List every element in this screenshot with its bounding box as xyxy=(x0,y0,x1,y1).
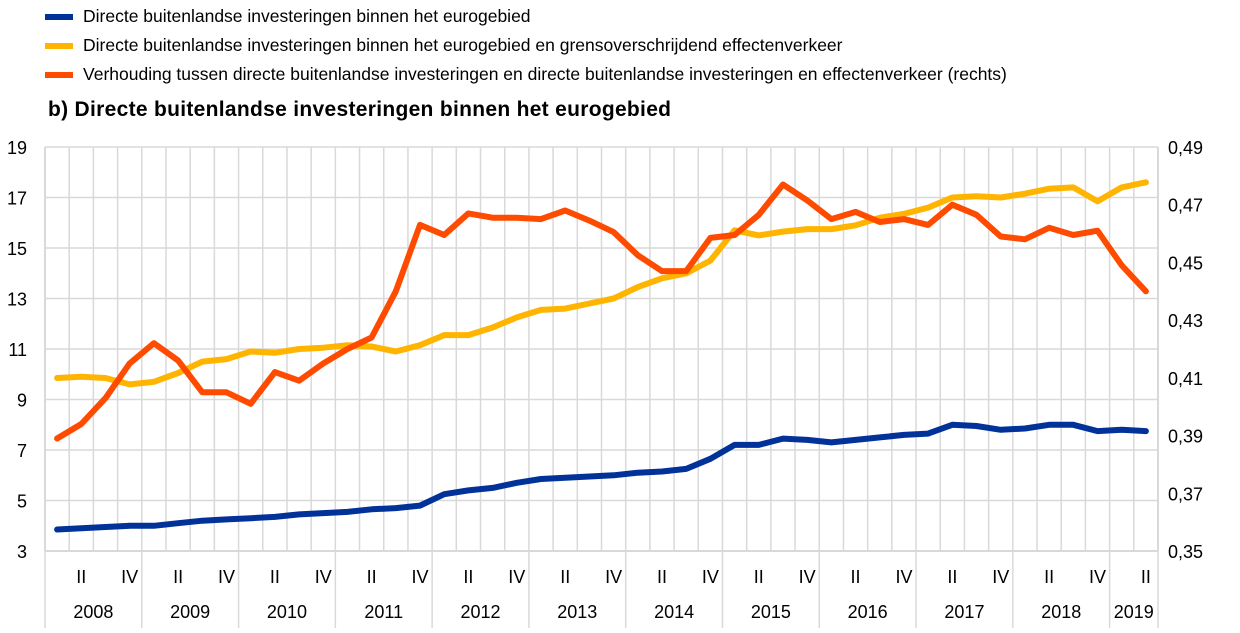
x-year-label: 2018 xyxy=(1041,602,1081,622)
x-quarter-tick-label: II xyxy=(560,567,570,587)
legend-swatch-orange xyxy=(45,71,73,78)
y-right-tick-label: 0,39 xyxy=(1168,427,1203,447)
y-left-tick-label: 17 xyxy=(7,189,27,209)
y-right-tick-label: 0,37 xyxy=(1168,484,1203,504)
x-year-label: 2010 xyxy=(267,602,307,622)
x-quarter-tick-label: II xyxy=(851,567,861,587)
y-left-tick-label: 5 xyxy=(17,492,27,512)
x-year-label: 2019 xyxy=(1114,602,1154,622)
legend-swatch-blue xyxy=(45,13,73,20)
series-line-1 xyxy=(54,421,1149,533)
series-line-2 xyxy=(54,179,1149,388)
legend-label: Verhouding tussen directe buitenlandse i… xyxy=(83,64,1007,84)
legend-item-fdi: Directe buitenlandse investeringen binne… xyxy=(45,2,1007,31)
x-year-label: 2015 xyxy=(751,602,791,622)
y-left-tick-label: 15 xyxy=(7,239,27,259)
x-quarter-tick-label: II xyxy=(1141,567,1151,587)
chart-title: b) Directe buitenlandse investeringen bi… xyxy=(48,98,672,121)
y-left-tick-label: 7 xyxy=(17,441,27,461)
x-quarter-tick-label: IV xyxy=(508,567,525,587)
x-quarter-tick-label: II xyxy=(657,567,667,587)
y-left-tick-label: 19 xyxy=(7,138,27,158)
legend-item-ratio: Verhouding tussen directe buitenlandse i… xyxy=(45,60,1007,89)
legend-swatch-yellow xyxy=(45,42,73,49)
x-quarter-tick-label: II xyxy=(947,567,957,587)
y-left-tick-label: 13 xyxy=(7,290,27,310)
x-year-label: 2014 xyxy=(654,602,694,622)
y-left-tick-label: 9 xyxy=(17,391,27,411)
x-quarter-tick-label: IV xyxy=(412,567,429,587)
x-quarter-tick-label: IV xyxy=(315,567,332,587)
x-quarter-tick-label: II xyxy=(1044,567,1054,587)
x-year-label: 2009 xyxy=(170,602,210,622)
x-year-label: 2011 xyxy=(364,602,403,622)
y-right-tick-label: 0,49 xyxy=(1168,138,1203,158)
x-quarter-tick-label: IV xyxy=(605,567,622,587)
x-quarter-tick-label: IV xyxy=(702,567,719,587)
x-year-label: 2013 xyxy=(557,602,597,622)
legend-label: Directe buitenlandse investeringen binne… xyxy=(83,6,531,26)
y-right-tick-label: 0,47 xyxy=(1168,196,1203,216)
y-right-tick-label: 0,43 xyxy=(1168,311,1203,331)
y-right-tick-label: 0,41 xyxy=(1168,369,1203,389)
y-left-tick-label: 11 xyxy=(8,340,27,360)
series-line-3 xyxy=(54,181,1149,442)
legend-item-fdi-securities: Directe buitenlandse investeringen binne… xyxy=(45,31,1007,60)
x-year-label: 2017 xyxy=(944,602,984,622)
x-quarter-tick-label: IV xyxy=(218,567,235,587)
y-right-tick-label: 0,35 xyxy=(1168,542,1203,562)
x-quarter-tick-label: II xyxy=(754,567,764,587)
x-quarter-tick-label: II xyxy=(173,567,183,587)
x-year-label: 2008 xyxy=(73,602,113,622)
y-right-tick-label: 0,45 xyxy=(1168,253,1203,273)
x-quarter-tick-label: II xyxy=(367,567,377,587)
x-quarter-tick-label: II xyxy=(270,567,280,587)
x-quarter-tick-label: IV xyxy=(992,567,1009,587)
x-year-label: 2012 xyxy=(460,602,500,622)
x-quarter-tick-label: IV xyxy=(1089,567,1106,587)
legend: Directe buitenlandse investeringen binne… xyxy=(45,2,1007,89)
x-year-label: 2016 xyxy=(848,602,888,622)
x-quarter-tick-label: II xyxy=(463,567,473,587)
x-quarter-tick-label: IV xyxy=(895,567,912,587)
x-quarter-tick-label: IV xyxy=(799,567,816,587)
y-left-tick-label: 3 xyxy=(17,542,27,562)
x-quarter-tick-label: II xyxy=(76,567,86,587)
legend-label: Directe buitenlandse investeringen binne… xyxy=(83,35,843,55)
x-quarter-tick-label: IV xyxy=(121,567,138,587)
